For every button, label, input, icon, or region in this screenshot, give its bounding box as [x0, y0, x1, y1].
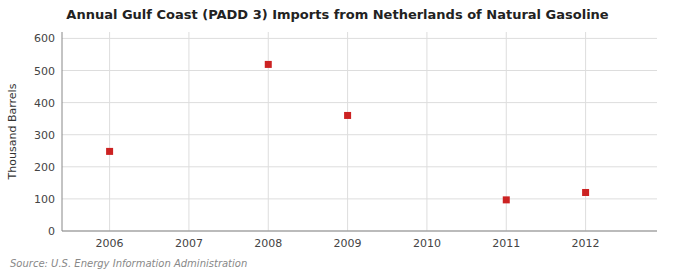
tick-label: 200: [34, 161, 55, 174]
grid: [62, 32, 657, 231]
grid-line: [62, 70, 657, 71]
annotation: Source: U.S. Energy Information Administ…: [10, 258, 247, 269]
tick-label: 600: [34, 32, 55, 45]
x-axis-line: [62, 231, 657, 232]
chart: Annual Gulf Coast (PADD 3) Imports from …: [0, 0, 675, 275]
grid-line: [109, 32, 110, 231]
tick-label: 2012: [572, 237, 600, 250]
y-axis-label: Thousand Barrels: [6, 83, 19, 180]
grid-line: [426, 32, 427, 231]
point: [503, 196, 510, 203]
tick-label: 2008: [254, 237, 282, 250]
grid-line: [62, 198, 657, 199]
grid-line: [62, 134, 657, 135]
point: [106, 148, 113, 155]
tick-label: 2011: [492, 237, 520, 250]
tick-label: 400: [34, 97, 55, 110]
grid-line: [585, 32, 586, 231]
grid-line: [62, 166, 657, 167]
tick-label: 0: [48, 225, 55, 238]
grid-line: [347, 32, 348, 231]
title: Annual Gulf Coast (PADD 3) Imports from …: [66, 7, 609, 22]
points: [106, 61, 589, 203]
tick-label: 2010: [413, 237, 441, 250]
grid-line: [62, 102, 657, 103]
grid-line: [62, 231, 657, 232]
grid-line: [62, 38, 657, 39]
y-axis-line: [62, 32, 63, 231]
tick-label: 2009: [334, 237, 362, 250]
grid-line: [188, 32, 189, 231]
point: [344, 112, 351, 119]
tick-label: 300: [34, 129, 55, 142]
tick-label: 100: [34, 193, 55, 206]
tick-label: 2007: [175, 237, 203, 250]
point: [265, 61, 272, 68]
tick-label: 500: [34, 65, 55, 78]
tick-label: 2006: [96, 237, 124, 250]
point: [582, 189, 589, 196]
